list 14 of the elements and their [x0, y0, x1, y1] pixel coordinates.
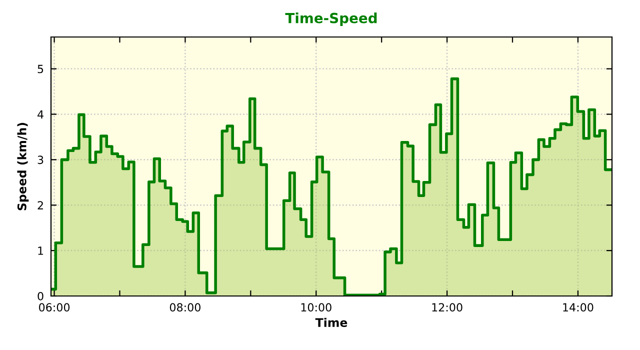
x-tick-label: 10:00: [301, 303, 332, 312]
y-tick-label: 4: [38, 110, 44, 118]
y-tick-label: 3: [38, 156, 44, 164]
chart-title: Time-Speed: [285, 12, 377, 26]
y-tick-label: 2: [38, 201, 43, 210]
y-tick-label: 5: [38, 64, 44, 74]
y-tick-label: 0: [38, 292, 44, 300]
x-tick-label: 12:00: [432, 303, 462, 312]
x-axis-title: Time: [315, 318, 348, 328]
y-tick-label: 1: [38, 246, 44, 255]
x-tick-label: 06:00: [38, 303, 70, 312]
x-tick-label: 08:00: [170, 303, 200, 312]
y-axis-title: Speed (km/h): [17, 122, 29, 210]
x-tick-label: 14:00: [563, 303, 594, 312]
